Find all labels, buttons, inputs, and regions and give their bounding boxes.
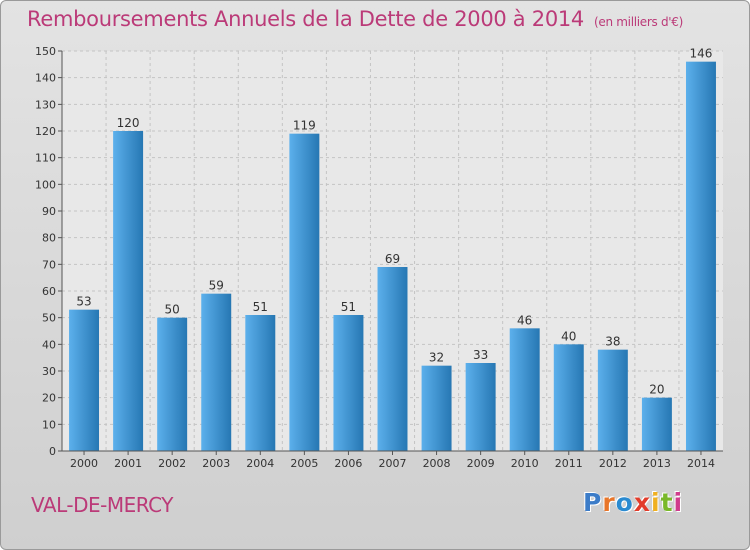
y-tick-label: 80 [42,232,56,245]
bar-2001 [113,131,144,451]
bar-value-label: 51 [253,300,268,314]
chart-title-text: Remboursements Annuels de la Dette de 20… [27,7,584,31]
logo-letter: o [615,488,634,517]
bar-value-label: 146 [690,47,713,61]
x-tick-label: 2014 [687,457,715,470]
bar-value-label: 119 [293,119,316,133]
x-tick-label: 2013 [643,457,671,470]
x-tick-label: 2010 [511,457,539,470]
y-tick-label: 60 [42,285,56,298]
x-tick-label: 2008 [423,457,451,470]
bar-value-label: 51 [341,300,356,314]
logo-letter: t [660,488,674,517]
bar-2004 [245,315,276,451]
bar-2014 [685,61,716,452]
y-tick-label: 100 [35,178,56,191]
x-tick-label: 2011 [555,457,583,470]
bar-2012 [597,349,628,451]
x-tick-label: 2005 [290,457,318,470]
logo-letter: x [633,488,651,517]
bar-value-label: 50 [165,303,180,317]
bar-2011 [553,344,584,451]
y-tick-label: 50 [42,312,56,325]
bar-value-label: 120 [117,116,140,130]
bar-value-label: 40 [561,329,576,343]
bar-value-label: 59 [209,279,224,293]
x-tick-label: 2006 [334,457,362,470]
chart-title: Remboursements Annuels de la Dette de 20… [27,7,683,31]
y-tick-label: 110 [35,152,56,165]
x-tick-label: 2004 [246,457,274,470]
y-tick-label: 40 [42,338,56,351]
bar-value-label: 46 [517,313,532,327]
bar-2006 [333,315,364,451]
y-tick-label: 120 [35,125,56,138]
bar-value-label: 38 [605,335,620,349]
logo-letter: i [673,488,684,517]
bar-2007 [377,267,408,451]
x-tick-label: 2007 [379,457,407,470]
y-tick-label: 10 [42,418,56,431]
x-tick-label: 2012 [599,457,627,470]
place-name: VAL-DE-MERCY [31,493,173,517]
bar-2008 [421,365,452,451]
bar-value-label: 32 [429,351,444,365]
y-tick-label: 20 [42,392,56,405]
bar-2009 [465,363,496,451]
bar-value-label: 33 [473,348,488,362]
bar-2000 [69,309,100,451]
bar-2005 [289,133,320,451]
y-tick-label: 150 [35,45,56,58]
y-tick-label: 70 [42,258,56,271]
bar-2002 [157,317,188,451]
x-tick-label: 2000 [70,457,98,470]
bar-value-label: 20 [649,383,664,397]
proxiti-logo: Proxiti [583,488,683,517]
logo-letter: P [583,488,603,517]
logo-letter: r [602,488,616,517]
y-tick-label: 0 [49,445,56,458]
x-tick-label: 2001 [114,457,142,470]
bar-2003 [201,293,232,451]
chart-title-unit: (en milliers d'€) [594,15,684,29]
logo-letter: i [651,488,661,517]
bar-2010 [509,328,540,451]
bar-value-label: 69 [385,252,400,266]
bar-value-label: 53 [76,295,91,309]
y-tick-label: 30 [42,365,56,378]
x-tick-label: 2009 [467,457,495,470]
bar-2013 [641,397,672,451]
x-tick-label: 2003 [202,457,230,470]
y-tick-label: 90 [42,205,56,218]
y-tick-label: 140 [35,72,56,85]
x-tick-label: 2002 [158,457,186,470]
y-tick-label: 130 [35,98,56,111]
